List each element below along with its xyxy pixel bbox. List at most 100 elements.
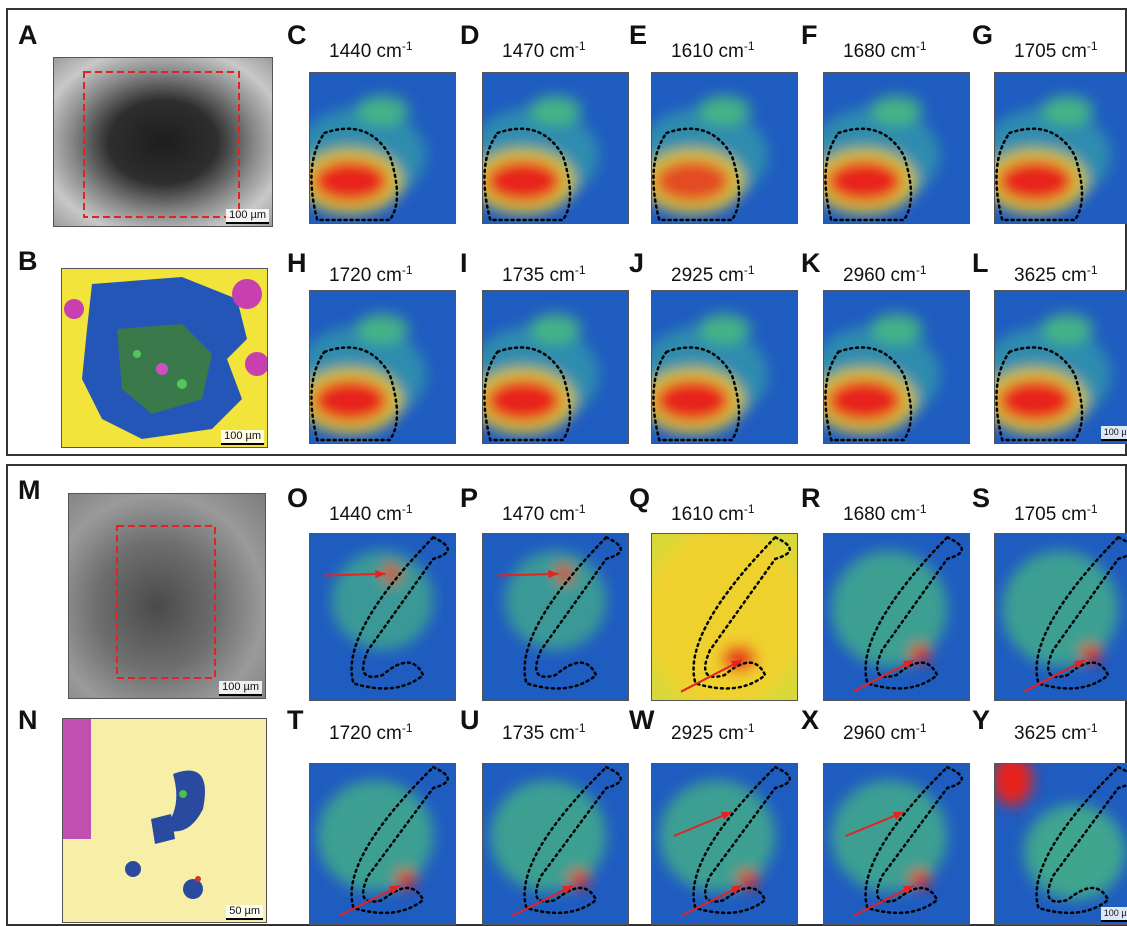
wavenumber-label-u: 1735 cm-1 <box>502 721 586 744</box>
arrow-w-0 <box>680 884 743 917</box>
wavenumber-label-f: 1680 cm-1 <box>843 39 927 62</box>
wavenumber-label-d: 1470 cm-1 <box>502 39 586 62</box>
region-outline-o <box>350 535 449 690</box>
scalebar-m: 100 µm <box>219 681 262 696</box>
wavenumber-label-o: 1440 cm-1 <box>329 502 413 525</box>
arrow-x-0 <box>852 884 915 917</box>
spectral-map-l: 100 µm <box>994 290 1127 444</box>
spectral-map-f <box>823 72 970 224</box>
panel-letter-x: X <box>801 705 820 735</box>
region-outline-x <box>864 765 963 915</box>
wavenumber-label-h: 1720 cm-1 <box>329 263 413 286</box>
panel-letter-t: T <box>287 705 304 735</box>
panel-letter-s: S <box>972 483 991 513</box>
arrowhead-q-0 <box>730 660 742 669</box>
spectral-map-o <box>309 533 456 701</box>
arrowhead-u-0 <box>561 885 573 894</box>
arrow-w-1 <box>673 811 733 837</box>
spectral-map-r <box>823 533 970 701</box>
spectral-map-u <box>482 763 629 925</box>
panel-b-classification-map: 100 µm <box>61 268 268 448</box>
region-outline-i <box>483 346 572 442</box>
spectral-map-d <box>482 72 629 224</box>
panel-letter-q: Q <box>629 483 651 513</box>
arrowhead-x-0 <box>902 885 914 894</box>
panel-letter-h: H <box>287 248 307 278</box>
panel-letter-k: K <box>801 248 821 278</box>
region-outline-e <box>652 127 741 222</box>
panel-letter-y: Y <box>972 705 991 735</box>
spectral-map-j <box>651 290 798 444</box>
panel-letter-r: R <box>801 483 821 513</box>
spectral-map-q <box>651 533 798 701</box>
spectral-map-k <box>823 290 970 444</box>
spectral-map-e <box>651 72 798 224</box>
region-outline-w <box>692 765 791 915</box>
arrow-x-1 <box>845 811 905 837</box>
region-outline-c <box>310 127 399 222</box>
arrowhead-x-1 <box>892 811 904 820</box>
wavenumber-label-r: 1680 cm-1 <box>843 502 927 525</box>
panel-m-photo: 100 µm <box>68 493 266 699</box>
spectral-map-x <box>823 763 970 925</box>
region-outline-u <box>523 765 622 915</box>
panel-letter-e: E <box>629 20 648 50</box>
arrowhead-w-0 <box>730 885 742 894</box>
panel-letter-d: D <box>460 20 480 50</box>
region-outline-q <box>692 535 791 690</box>
wavenumber-label-j: 2925 cm-1 <box>671 263 755 286</box>
panel-a-photo: 100 µm <box>53 57 273 227</box>
arrow-o-0 <box>324 572 386 577</box>
wavenumber-label-y: 3625 cm-1 <box>1014 721 1098 744</box>
panel-letter-l: L <box>972 248 989 278</box>
scalebar-a: 100 µm <box>226 209 269 224</box>
panel-letter-w: W <box>629 705 655 735</box>
arrowhead-w-1 <box>720 811 732 820</box>
panel-letter-p: P <box>460 483 479 513</box>
region-outline-g <box>995 127 1084 222</box>
spectral-map-h <box>309 290 456 444</box>
region-outline-r <box>864 535 963 690</box>
arrowhead-r-0 <box>902 660 914 669</box>
region-outline-k <box>824 346 913 442</box>
region-outline-d <box>483 127 572 222</box>
spectral-map-i <box>482 290 629 444</box>
arrow-r-0 <box>852 659 915 693</box>
roi-dashed-box-m <box>116 525 216 679</box>
panel-letter-b: B <box>18 246 38 276</box>
panel-letter-c: C <box>287 20 307 50</box>
panel-letter-n: N <box>18 705 38 735</box>
wavenumber-label-c: 1440 cm-1 <box>329 39 413 62</box>
spectral-map-c <box>309 72 456 224</box>
scalebar-l: 100 µm <box>1100 426 1127 441</box>
panel-n-classification-map: 50 µm <box>62 718 267 923</box>
spectral-map-p <box>482 533 629 701</box>
wavenumber-label-t: 1720 cm-1 <box>329 721 413 744</box>
region-outline-t <box>350 765 449 915</box>
arrow-u-0 <box>511 884 574 917</box>
scalebar-n: 50 µm <box>226 905 263 920</box>
panel-b-classes <box>64 277 267 439</box>
panel-letter-f: F <box>801 20 818 50</box>
region-outline-y <box>1035 765 1127 915</box>
top-figure-frame <box>6 8 1127 456</box>
panel-n-classes <box>63 719 205 899</box>
wavenumber-label-k: 2960 cm-1 <box>843 263 927 286</box>
spectral-map-w <box>651 763 798 925</box>
region-outline-l <box>995 346 1084 442</box>
arrowhead-p-0 <box>548 569 559 579</box>
arrow-s-0 <box>1023 659 1086 693</box>
arrowhead-t-0 <box>388 885 400 894</box>
panel-letter-g: G <box>972 20 994 50</box>
panel-a-overlay <box>83 71 240 218</box>
panel-letter-o: O <box>287 483 309 513</box>
wavenumber-label-g: 1705 cm-1 <box>1014 39 1098 62</box>
panel-letter-u: U <box>460 705 480 735</box>
arrow-p-0 <box>497 572 559 577</box>
wavenumber-label-x: 2960 cm-1 <box>843 721 927 744</box>
panel-letter-j: J <box>629 248 645 278</box>
region-outline-p <box>523 535 622 690</box>
roi-dashed-box <box>83 71 240 218</box>
scalebar-y: 100 µm <box>1100 907 1127 922</box>
wavenumber-label-p: 1470 cm-1 <box>502 502 586 525</box>
